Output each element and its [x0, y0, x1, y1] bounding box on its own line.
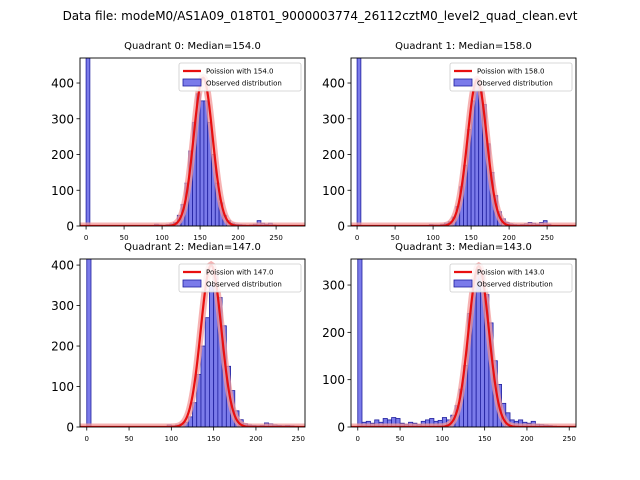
y-tick-label: 100 [322, 184, 345, 198]
y-tick-label: 200 [322, 148, 345, 162]
axes-frame [350, 57, 577, 227]
histogram-bar [204, 317, 210, 427]
y-tick-label: 300 [51, 299, 74, 313]
legend-bar-swatch [453, 279, 473, 288]
histogram-bar [203, 100, 209, 226]
x-tick-label: 150 [464, 234, 477, 242]
y-tick-label: 200 [51, 340, 74, 354]
poisson-curve [80, 76, 305, 226]
legend-box [449, 62, 573, 92]
histogram-bar [199, 100, 205, 226]
histogram-bar [85, 58, 91, 226]
x-tick-label: 250 [292, 435, 305, 443]
histogram-bar [86, 259, 92, 427]
y-tick-label: 0 [66, 220, 74, 234]
y-tick-label: 0 [66, 421, 74, 435]
x-tick-label: 50 [396, 435, 405, 443]
quadrant-3-panel: Quadrant 3: Median=143.0 0 50 100 150 200 250 0… [322, 242, 577, 443]
axes-frame [79, 57, 306, 227]
plot-area [80, 259, 305, 427]
x-tick-label: 150 [478, 435, 491, 443]
quadrant-0-panel: Quadrant 0: Median=154.0 0 50 100 150 200 250 0… [51, 41, 306, 242]
histogram-bar [475, 270, 481, 427]
poisson-curve [80, 263, 305, 427]
x-tick-label: 150 [193, 234, 206, 242]
x-tick-label: 50 [125, 435, 134, 443]
plot-area [80, 58, 305, 226]
x-tick-label: 50 [120, 234, 129, 242]
x-tick-label: 50 [391, 234, 400, 242]
x-tick-label: 150 [207, 435, 220, 443]
y-tick-label: 100 [51, 380, 74, 394]
y-tick-label: 200 [322, 326, 345, 340]
x-tick-label: 250 [540, 234, 553, 242]
x-tick-label: 200 [249, 435, 262, 443]
x-tick-label: 200 [231, 234, 244, 242]
x-tick-label: 100 [426, 234, 439, 242]
y-tick-label: 400 [51, 77, 74, 91]
quadrant-2-panel: Quadrant 2: Median=147.0 0 50 100 150 200 250 0… [51, 242, 306, 443]
legend-label-observed: Observed distribution [206, 281, 282, 289]
x-tick-label: 0 [85, 435, 89, 443]
legend-label-poisson: Poission with 143.0 [477, 269, 545, 277]
legend-label-observed: Observed distribution [206, 80, 282, 88]
histogram-bar [200, 345, 206, 427]
quadrant-title: Quadrant 3: Median=143.0 [395, 242, 532, 253]
histogram-bar [474, 82, 480, 226]
legend-box [178, 263, 302, 293]
x-tick-label: 100 [436, 435, 449, 443]
x-tick-label: 250 [269, 234, 282, 242]
y-tick-label: 0 [337, 421, 345, 435]
plot-area [351, 259, 576, 427]
legend-label-observed: Observed distribution [477, 281, 553, 289]
x-tick-label: 200 [502, 234, 515, 242]
poisson-curve [351, 264, 576, 427]
plot-area [351, 58, 576, 226]
y-tick-label: 100 [322, 373, 345, 387]
y-tick-label: 300 [322, 112, 345, 126]
poisson-curve [351, 78, 576, 226]
quadrant-title: Quadrant 2: Median=147.0 [124, 242, 261, 253]
legend-label-observed: Observed distribution [477, 80, 553, 88]
histogram-bar [356, 58, 362, 226]
y-tick-label: 0 [337, 220, 345, 234]
legend-bar-swatch [182, 279, 202, 288]
axes-frame [350, 258, 577, 428]
legend-box [449, 263, 573, 293]
legend-box [178, 62, 302, 92]
quadrant-1-panel: Quadrant 1: Median=158.0 0 50 100 150 200 250 0… [322, 41, 577, 242]
figure-suptitle: Data file: modeM0/AS1A09_018T01_90000037… [63, 9, 578, 23]
histogram-bar [357, 259, 363, 427]
quadrant-title: Quadrant 0: Median=154.0 [124, 41, 261, 52]
legend-bar-swatch [182, 78, 202, 87]
legend-label-poisson: Poission with 147.0 [206, 269, 274, 277]
x-tick-label: 0 [84, 234, 88, 242]
legend-label-poisson: Poission with 158.0 [477, 68, 545, 76]
x-tick-label: 0 [355, 234, 359, 242]
x-tick-label: 100 [165, 435, 178, 443]
legend-label-poisson: Poission with 154.0 [206, 68, 274, 76]
axes-frame [79, 258, 306, 428]
y-tick-label: 300 [322, 279, 345, 293]
x-tick-label: 100 [155, 234, 168, 242]
legend-bar-swatch [453, 78, 473, 87]
x-tick-label: 200 [520, 435, 533, 443]
y-tick-label: 400 [322, 77, 345, 91]
y-tick-label: 400 [51, 259, 74, 273]
x-tick-label: 0 [356, 435, 360, 443]
y-tick-label: 100 [51, 184, 74, 198]
histogram-bar [209, 284, 215, 427]
x-tick-label: 250 [563, 435, 576, 443]
y-tick-label: 300 [51, 112, 74, 126]
quadrant-title: Quadrant 1: Median=158.0 [395, 41, 532, 52]
y-tick-label: 200 [51, 148, 74, 162]
